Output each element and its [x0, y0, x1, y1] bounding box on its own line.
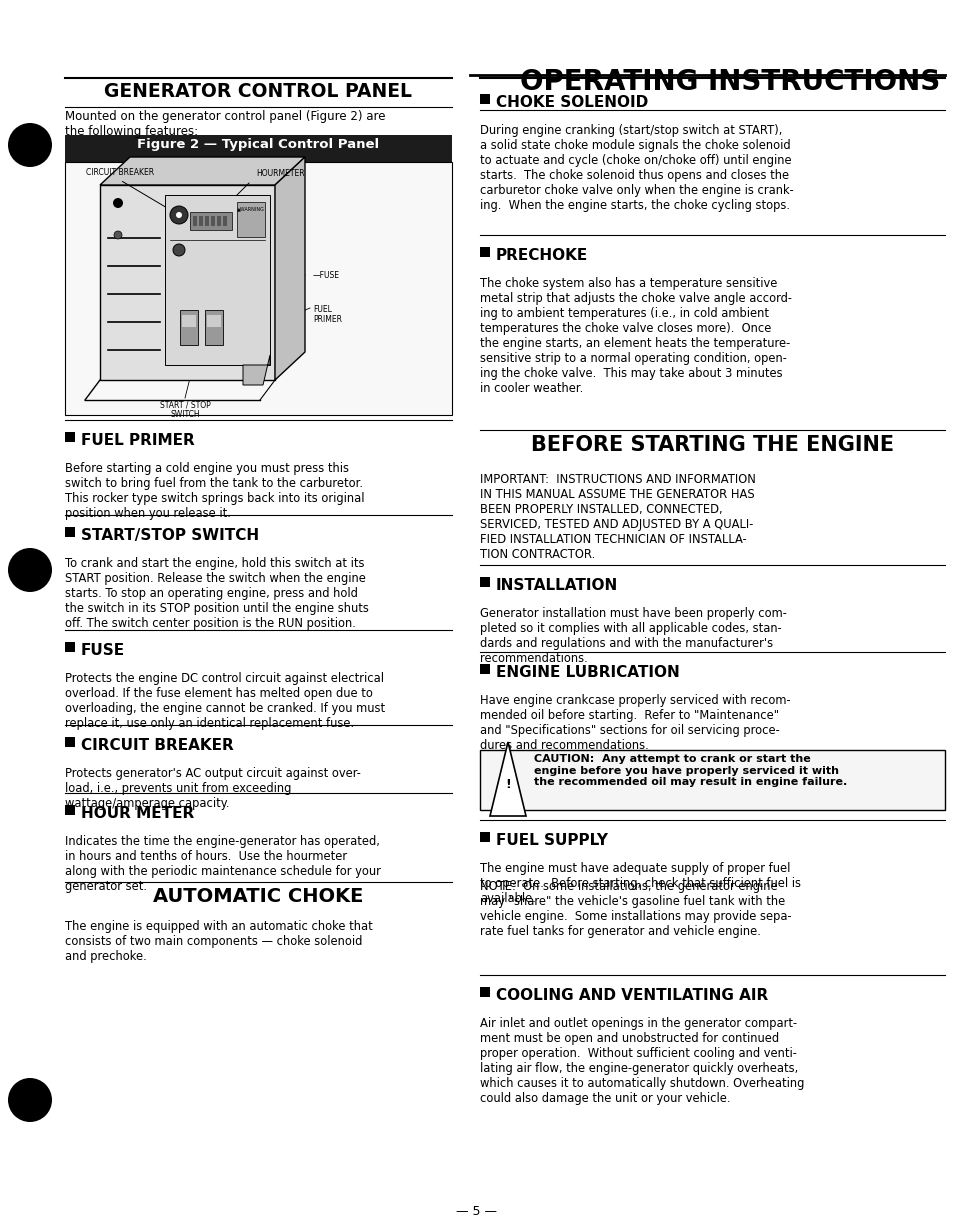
- Text: —FUSE: —FUSE: [313, 271, 339, 279]
- Text: The choke system also has a temperature sensitive
metal strip that adjusts the c: The choke system also has a temperature …: [479, 277, 791, 395]
- Text: GENERATOR CONTROL PANEL: GENERATOR CONTROL PANEL: [105, 82, 412, 101]
- Bar: [180, 310, 198, 345]
- Bar: [65, 737, 75, 747]
- Bar: [479, 832, 490, 842]
- Bar: [65, 527, 75, 537]
- Text: CHOKE SOLENOID: CHOKE SOLENOID: [496, 95, 648, 110]
- Bar: [216, 215, 221, 227]
- Bar: [65, 135, 452, 162]
- Text: BEFORE STARTING THE ENGINE: BEFORE STARTING THE ENGINE: [531, 435, 893, 455]
- Circle shape: [170, 206, 188, 224]
- Bar: [199, 215, 203, 227]
- Text: INSTALLATION: INSTALLATION: [496, 579, 618, 593]
- Text: CIRCUIT BREAKER: CIRCUIT BREAKER: [86, 167, 153, 177]
- Text: Mounted on the generator control panel (Figure 2) are
the following features:: Mounted on the generator control panel (…: [65, 110, 385, 138]
- Text: IMPORTANT:  INSTRUCTIONS AND INFORMATION
IN THIS MANUAL ASSUME THE GENERATOR HAS: IMPORTANT: INSTRUCTIONS AND INFORMATION …: [479, 473, 755, 561]
- Bar: [205, 310, 223, 345]
- Bar: [211, 215, 214, 227]
- Text: — 5 —: — 5 —: [456, 1205, 497, 1217]
- Circle shape: [172, 244, 185, 256]
- Text: !: !: [504, 778, 511, 790]
- Bar: [479, 750, 944, 810]
- Text: The engine is equipped with an automatic choke that
consists of two main compone: The engine is equipped with an automatic…: [65, 920, 373, 963]
- Text: FUEL SUPPLY: FUEL SUPPLY: [496, 833, 607, 848]
- Text: Generator installation must have been properly com-
pleted so it complies with a: Generator installation must have been pr…: [479, 607, 786, 665]
- Text: To crank and start the engine, hold this switch at its
START position. Release t: To crank and start the engine, hold this…: [65, 556, 369, 630]
- Circle shape: [8, 123, 52, 167]
- Bar: [65, 643, 75, 652]
- Bar: [182, 315, 195, 327]
- Bar: [223, 215, 227, 227]
- Text: FUEL PRIMER: FUEL PRIMER: [81, 433, 194, 448]
- Circle shape: [8, 548, 52, 592]
- Text: CAUTION:  Any attempt to crank or start the
engine before you have properly serv: CAUTION: Any attempt to crank or start t…: [534, 755, 846, 787]
- Bar: [100, 185, 274, 380]
- Bar: [207, 315, 221, 327]
- Polygon shape: [274, 158, 305, 380]
- Bar: [479, 577, 490, 587]
- Text: Protects generator's AC output circuit against over-
load, i.e., prevents unit f: Protects generator's AC output circuit a…: [65, 767, 360, 810]
- Text: Air inlet and outlet openings in the generator compart-
ment must be open and un: Air inlet and outlet openings in the gen…: [479, 1017, 803, 1105]
- Bar: [193, 215, 196, 227]
- Text: AUTOMATIC CHOKE: AUTOMATIC CHOKE: [153, 888, 363, 906]
- Bar: [65, 432, 75, 442]
- Circle shape: [113, 231, 122, 239]
- Text: ENGINE LUBRICATION: ENGINE LUBRICATION: [496, 665, 679, 680]
- Text: HOURMETER: HOURMETER: [255, 169, 304, 178]
- Text: START / STOP
SWITCH: START / STOP SWITCH: [159, 400, 211, 420]
- Polygon shape: [490, 742, 525, 816]
- Text: The engine must have adequate supply of proper fuel
to operate.  Before starting: The engine must have adequate supply of …: [479, 862, 801, 905]
- Bar: [65, 162, 452, 415]
- Bar: [205, 215, 209, 227]
- Text: OPERATING INSTRUCTIONS: OPERATING INSTRUCTIONS: [519, 68, 939, 96]
- Text: NOTE:  On some installations, the generator engine
may "share" the vehicle's gas: NOTE: On some installations, the generat…: [479, 880, 791, 938]
- Bar: [479, 664, 490, 675]
- Polygon shape: [100, 158, 305, 185]
- Text: FUEL
PRIMER: FUEL PRIMER: [313, 305, 341, 325]
- Text: PRECHOKE: PRECHOKE: [496, 247, 588, 263]
- Text: FUSE: FUSE: [81, 643, 125, 659]
- Text: HOUR METER: HOUR METER: [81, 806, 194, 821]
- Bar: [479, 987, 490, 997]
- Text: Before starting a cold engine you must press this
switch to bring fuel from the : Before starting a cold engine you must p…: [65, 462, 364, 519]
- Text: CIRCUIT BREAKER: CIRCUIT BREAKER: [81, 739, 233, 753]
- Bar: [165, 194, 270, 366]
- Bar: [479, 247, 490, 257]
- Text: COOLING AND VENTILATING AIR: COOLING AND VENTILATING AIR: [496, 988, 767, 1003]
- Text: Have engine crankcase properly serviced with recom-
mended oil before starting. : Have engine crankcase properly serviced …: [479, 694, 790, 752]
- Text: Protects the engine DC control circuit against electrical
overload. If the fuse : Protects the engine DC control circuit a…: [65, 672, 385, 730]
- Polygon shape: [243, 355, 270, 385]
- Circle shape: [175, 212, 182, 218]
- Bar: [479, 94, 490, 103]
- Text: During engine cranking (start/stop switch at START),
a solid state choke module : During engine cranking (start/stop switc…: [479, 124, 793, 212]
- Circle shape: [8, 1078, 52, 1121]
- Text: Indicates the time the engine-generator has operated,
in hours and tenths of hou: Indicates the time the engine-generator …: [65, 835, 380, 892]
- Bar: [236, 202, 265, 238]
- Circle shape: [112, 198, 123, 208]
- Bar: [65, 805, 75, 815]
- Text: START/STOP SWITCH: START/STOP SWITCH: [81, 528, 259, 543]
- Text: Figure 2 — Typical Control Panel: Figure 2 — Typical Control Panel: [137, 138, 379, 151]
- Bar: [190, 212, 232, 230]
- Text: ▲WARNING: ▲WARNING: [236, 206, 265, 211]
